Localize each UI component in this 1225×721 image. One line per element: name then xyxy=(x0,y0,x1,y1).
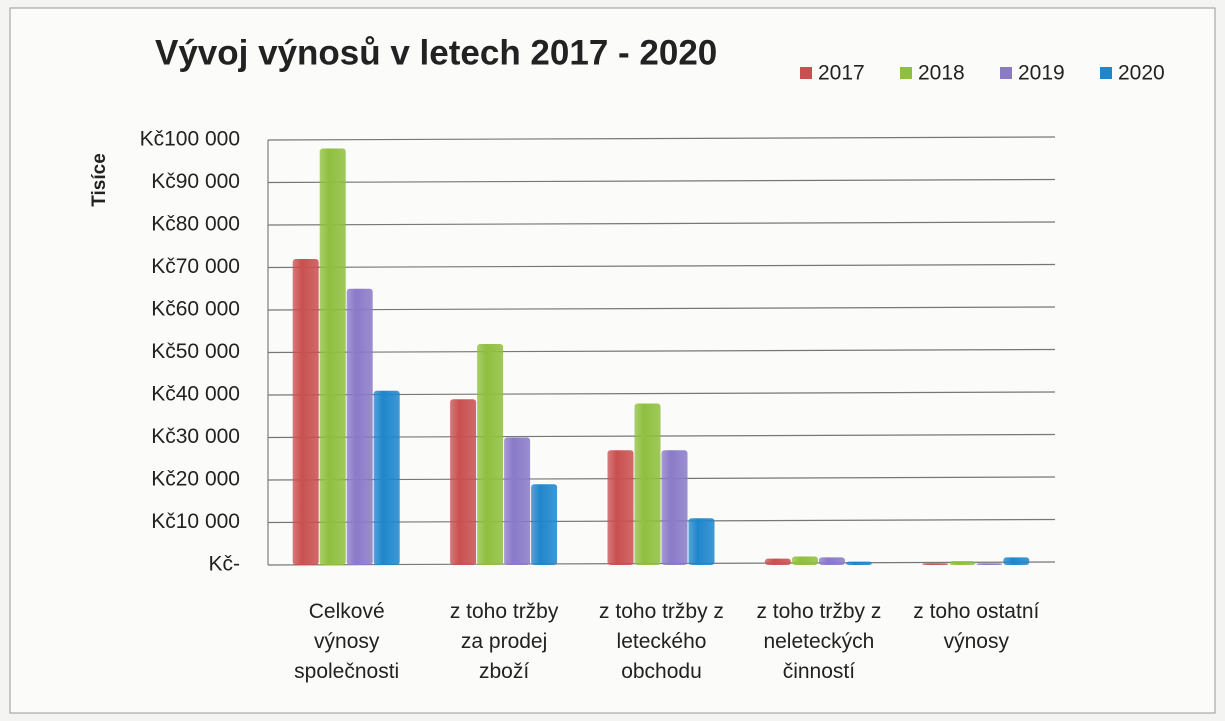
bar xyxy=(922,563,949,565)
grid-line xyxy=(267,178,1056,184)
bar xyxy=(504,437,531,565)
grid-line xyxy=(267,306,1056,311)
y-tick-label: Kč80 000 xyxy=(151,213,240,236)
y-tick-label: Kč20 000 xyxy=(151,468,240,491)
y-tick-label: Kč50 000 xyxy=(151,340,240,363)
bar xyxy=(764,558,791,565)
x-tick-label: z toho tržby za prodej zboží xyxy=(450,600,559,683)
legend-label: 2019 xyxy=(1018,62,1065,85)
x-tick-label: z toho tržby z neleteckých činností xyxy=(756,600,881,683)
legend-swatch xyxy=(1000,67,1012,79)
chart-title: Vývoj výnosů v letech 2017 - 2020 xyxy=(155,33,717,72)
x-tick-label: z toho tržby z leteckého obchodu xyxy=(599,600,724,683)
bar xyxy=(634,403,661,565)
bar xyxy=(818,557,845,565)
legend-swatch xyxy=(1100,67,1112,79)
y-tick-label: Kč10 000 xyxy=(151,510,240,533)
bar xyxy=(346,288,373,565)
y-tick-label: Kč100 000 xyxy=(140,128,240,151)
bar xyxy=(976,563,1003,565)
bar xyxy=(661,450,688,565)
legend-label: 2017 xyxy=(818,62,865,85)
legend-swatch xyxy=(800,67,812,79)
legend-label: 2020 xyxy=(1118,62,1165,85)
bar xyxy=(531,484,558,565)
bar xyxy=(319,148,346,565)
y-axis-title: Tisíce xyxy=(89,153,110,207)
y-tick-label: Kč60 000 xyxy=(151,298,240,321)
bar xyxy=(607,450,634,565)
legend-label: 2018 xyxy=(918,62,965,85)
y-tick-label: Kč90 000 xyxy=(151,170,240,193)
grid-line xyxy=(267,136,1056,141)
y-tick-label: Kč40 000 xyxy=(151,383,240,406)
legend-swatch xyxy=(900,67,912,79)
chart-frame xyxy=(9,7,1216,714)
x-tick-label: z toho ostatní výnosy xyxy=(913,600,1039,653)
y-tick-label: Kč- xyxy=(209,553,241,576)
bar xyxy=(688,518,715,565)
y-tick-label: Kč70 000 xyxy=(151,255,240,278)
bar xyxy=(292,259,319,565)
grid-line xyxy=(267,561,1056,566)
y-tick-label: Kč30 000 xyxy=(151,425,240,448)
bar xyxy=(845,561,872,565)
bar xyxy=(949,561,976,565)
grid-line xyxy=(267,348,1056,354)
bar xyxy=(1003,557,1030,565)
bar xyxy=(477,344,504,565)
bar xyxy=(450,399,477,565)
grid-line xyxy=(267,221,1056,226)
grid-line xyxy=(267,263,1056,269)
bar xyxy=(791,556,818,565)
bar xyxy=(373,390,400,565)
x-tick-label: Celkové výnosy společnosti xyxy=(294,600,399,683)
